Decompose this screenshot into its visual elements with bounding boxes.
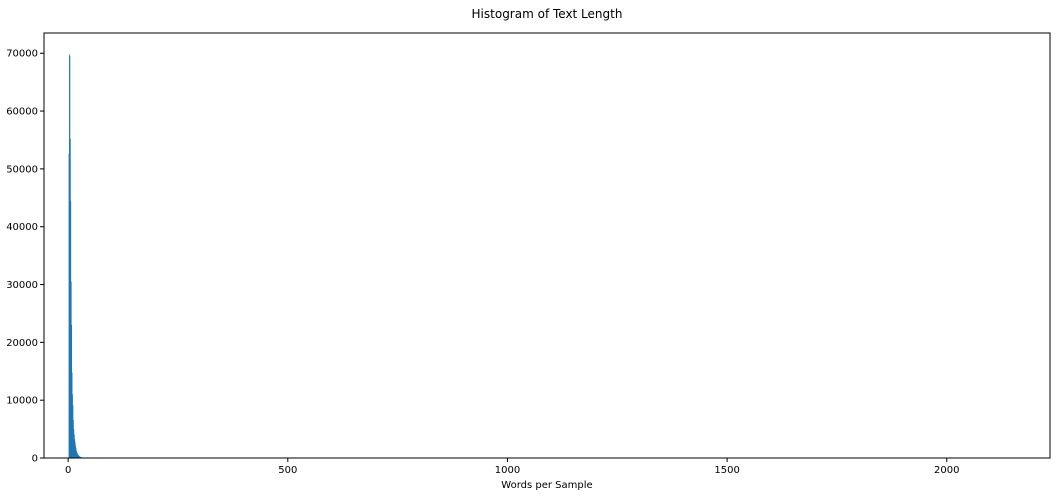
histogram-bar (76, 450, 77, 458)
y-tick-label: 60000 (6, 107, 38, 118)
histogram-bar (75, 445, 76, 458)
histogram-bar (74, 442, 76, 458)
chart-title: Histogram of Text Length (472, 7, 623, 21)
y-tick-label: 0 (32, 454, 38, 465)
y-tick-label: 40000 (6, 222, 38, 233)
histogram-bar (72, 404, 74, 458)
y-tick-label: 10000 (6, 396, 38, 407)
histogram-bar (79, 456, 80, 458)
y-tick-label: 50000 (6, 164, 38, 175)
histogram-bar (76, 453, 78, 458)
histogram-bar (68, 153, 70, 458)
histogram-bar (70, 201, 72, 458)
histogram-bar (73, 429, 75, 458)
histogram-bar (75, 448, 77, 458)
y-tick-label: 20000 (6, 338, 38, 349)
x-axis-label: Words per Sample (501, 480, 592, 491)
y-axis-ticks: 0 10000 20000 30000 40000 50000 60000 70000 (6, 49, 44, 465)
y-tick-label: 30000 (6, 280, 38, 291)
histogram-bar (78, 456, 80, 458)
histogram-bar (77, 454, 79, 458)
histogram-bar (70, 281, 72, 458)
histogram-bar (72, 394, 73, 458)
x-tick-label: 500 (278, 465, 297, 476)
histogram-bar (71, 372, 73, 458)
histogram-bar (77, 454, 79, 458)
histogram-bar (76, 452, 78, 458)
histogram-bar (74, 438, 76, 458)
y-tick-label: 70000 (6, 49, 38, 60)
histogram-bar (71, 325, 73, 458)
x-tick-label: 1000 (495, 465, 520, 476)
x-tick-label: 0 (65, 465, 71, 476)
histogram-bar (72, 419, 74, 458)
x-tick-label: 1500 (714, 465, 739, 476)
histogram-bar (79, 456, 81, 458)
histogram-bar (78, 455, 80, 458)
histogram-bar (69, 138, 71, 459)
histogram-bars (68, 54, 86, 459)
histogram-bar (73, 434, 75, 458)
plot-frame (43, 32, 1051, 459)
histogram-bar (80, 456, 81, 458)
histogram-bar (69, 54, 70, 459)
histogram-bar (69, 56, 71, 459)
x-axis-ticks: 0 500 1000 1500 2000 (65, 458, 959, 476)
x-tick-label: 2000 (934, 465, 959, 476)
